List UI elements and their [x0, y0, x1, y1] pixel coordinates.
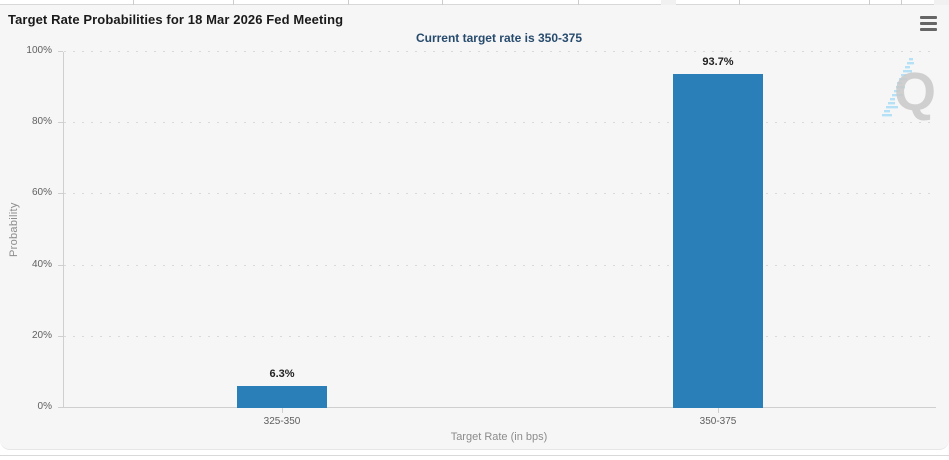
table-edge-divider [901, 0, 902, 5]
bar-value-label: 93.7% [702, 56, 734, 69]
hamburger-icon [920, 16, 937, 19]
y-tick-label: 100% [26, 45, 52, 56]
fedwatch-chart-card: Target Rate Probabilities for 18 Mar 202… [0, 5, 949, 450]
x-tick-label: 350-375 [699, 416, 737, 427]
chart-title: Target Rate Probabilities for 18 Mar 202… [8, 12, 344, 27]
gridline-80 [64, 122, 936, 124]
table-edge-divider [869, 0, 870, 5]
x-tick-label: 325-350 [263, 416, 301, 427]
gridline-40 [64, 264, 936, 266]
y-tick-mark [58, 407, 63, 408]
y-tick-label: 60% [31, 187, 52, 199]
y-tick-label: 80% [31, 116, 52, 128]
gridline-20 [64, 335, 936, 337]
y-tick-mark [58, 193, 63, 195]
watermark-letter: Q [894, 62, 935, 121]
y-tick-label: 40% [31, 258, 52, 270]
gridline-60 [64, 193, 936, 195]
y-tick-mark [58, 264, 63, 266]
category-slot-350-375: 93.7% 350-375 [500, 52, 936, 427]
cropped-table-edge [0, 0, 949, 5]
x-axis-title: Target Rate (in bps) [450, 431, 548, 443]
table-edge-segment [0, 0, 661, 5]
plot-area: 6.3% 325-350 93.7% 350-375 [63, 51, 936, 427]
gridline-100 [64, 51, 936, 52]
hamburger-icon [920, 22, 937, 25]
table-edge-divider [233, 0, 234, 5]
y-tick-label: 20% [31, 329, 52, 341]
y-tick-mark [58, 335, 63, 337]
y-tick-label: 0% [37, 401, 52, 412]
bar-value-label: 6.3% [269, 367, 295, 380]
bar-325-350[interactable] [237, 385, 327, 408]
page-divider [0, 455, 949, 456]
quikstrike-logo: Q [879, 55, 936, 122]
table-edge-divider [348, 0, 349, 5]
x-tick-mark [282, 408, 283, 413]
gridline-0 [64, 407, 936, 408]
table-edge-segment [676, 0, 934, 5]
y-tick-mark [58, 122, 63, 124]
x-tick-mark [718, 408, 719, 413]
chart-subtitle: Current target rate is 350-375 [415, 31, 583, 45]
hamburger-icon [920, 28, 937, 31]
bar-350-375[interactable] [673, 74, 763, 408]
table-edge-divider [133, 0, 134, 5]
y-tick-mark [58, 51, 63, 52]
category-slot-325-350: 6.3% 325-350 [64, 52, 500, 427]
quikstrike-logo-icon: Q [882, 58, 936, 122]
y-axis-tick-labels: 0% 20% 40% 60% 80% 100% [0, 46, 63, 412]
chart-context-menu-button[interactable] [920, 16, 937, 31]
table-edge-divider [578, 0, 579, 5]
table-edge-divider [739, 0, 740, 5]
table-edge-divider [442, 0, 443, 5]
